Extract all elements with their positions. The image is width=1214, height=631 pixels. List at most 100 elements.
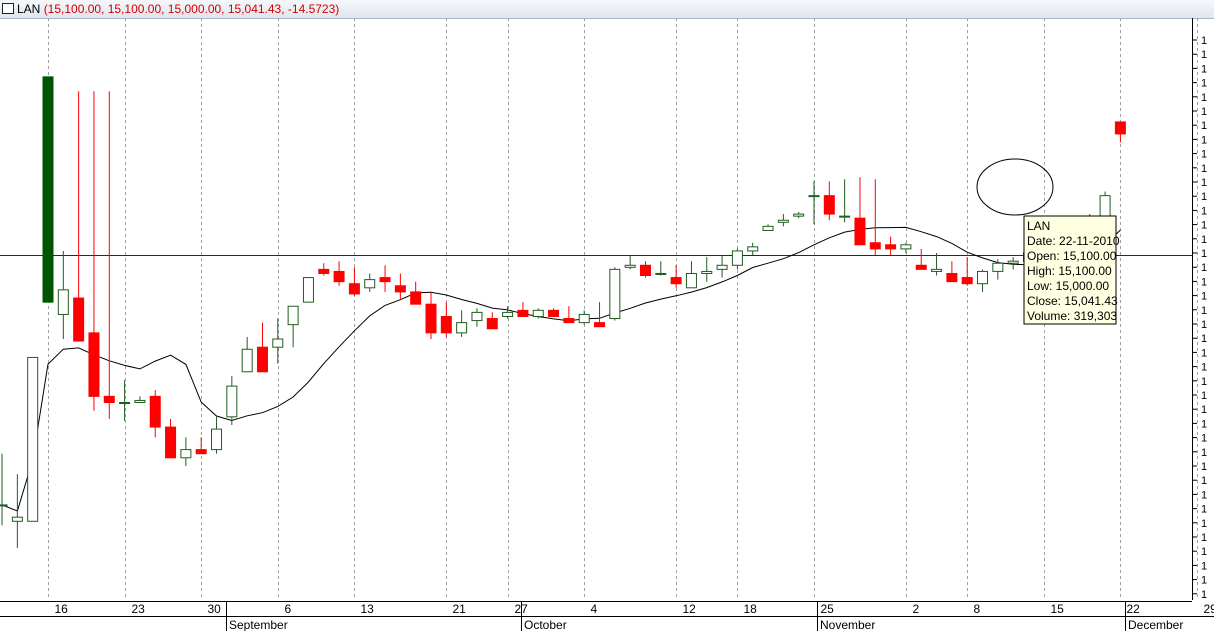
- candle-body: [762, 225, 774, 231]
- candle-body: [456, 322, 468, 334]
- y-tick-label: 1: [1201, 475, 1207, 487]
- candle: [915, 248, 927, 270]
- candle: [165, 418, 177, 459]
- candle-body: [701, 270, 713, 274]
- y-tick-label: 1: [1201, 248, 1207, 260]
- candle: [1007, 257, 1019, 270]
- month-label: October: [524, 618, 567, 631]
- x-tick-label: 6: [285, 602, 292, 616]
- y-tick-label: 1: [1201, 35, 1207, 47]
- candle-body: [961, 277, 973, 285]
- candle: [88, 91, 100, 411]
- candle: [992, 259, 1004, 280]
- x-tick-label: 18: [744, 602, 758, 616]
- candle-body: [440, 315, 452, 334]
- x-tick-label: 4: [591, 602, 598, 616]
- candle: [977, 269, 989, 292]
- candle: [103, 91, 115, 419]
- candle-body: [88, 332, 100, 397]
- candle-body: [900, 244, 912, 250]
- candle-body: [548, 309, 560, 317]
- candle-body: [777, 219, 789, 223]
- candle: [1114, 121, 1126, 143]
- x-tick-label: 8: [974, 602, 981, 616]
- candle-body: [134, 399, 146, 403]
- x-axis-month-labels: September October November December: [229, 618, 1183, 631]
- candle-body: [655, 272, 667, 275]
- candle: [364, 273, 376, 292]
- candle-body: [854, 217, 866, 246]
- x-tick-label: 29: [1204, 602, 1214, 616]
- candle-body: [915, 264, 927, 270]
- y-tick-label: 1: [1201, 418, 1207, 430]
- candle: [747, 242, 759, 256]
- candle: [272, 318, 284, 364]
- y-tick-label: 1: [1201, 120, 1207, 132]
- candle: [517, 302, 529, 317]
- candle: [134, 396, 146, 403]
- candle: [256, 322, 268, 373]
- x-tick-label: 13: [361, 602, 375, 616]
- candle-body: [563, 318, 575, 324]
- candle-body: [977, 270, 989, 285]
- y-tick-label: 1: [1201, 134, 1207, 146]
- candle-body: [578, 313, 590, 324]
- candles: [0, 76, 1126, 548]
- candle-body: [532, 309, 544, 317]
- candle: [639, 261, 651, 278]
- y-tick-label: 1: [1201, 49, 1207, 61]
- y-tick-label: 1: [1201, 319, 1207, 331]
- y-tick-label: 1: [1201, 376, 1207, 388]
- candle: [931, 252, 943, 276]
- candle: [57, 250, 69, 340]
- candle: [410, 281, 422, 305]
- candle: [548, 308, 560, 317]
- highlight-ellipse: [976, 158, 1054, 216]
- candle-body: [594, 322, 606, 328]
- x-tick-label: 23: [132, 602, 146, 616]
- candle: [211, 416, 223, 454]
- candle-body: [716, 264, 728, 270]
- candle: [854, 177, 866, 246]
- candle: [900, 242, 912, 253]
- y-tick-label: 1: [1201, 447, 1207, 459]
- y-tick-label: 1: [1201, 92, 1207, 104]
- window-box-icon[interactable]: [2, 3, 14, 14]
- y-tick-label: 1: [1201, 106, 1207, 118]
- candle-body: [931, 268, 943, 272]
- candle: [578, 310, 590, 325]
- y-tick-label: 1: [1201, 390, 1207, 402]
- candle: [0, 453, 8, 526]
- candle-body: [57, 289, 69, 315]
- y-tick-label: 1: [1201, 532, 1207, 544]
- candle-body: [165, 426, 177, 459]
- y-tick-label: 1: [1201, 220, 1207, 232]
- candle-body: [471, 311, 483, 322]
- y-tick-label: 1: [1201, 333, 1207, 345]
- candle-body: [119, 401, 131, 404]
- candle: [486, 312, 498, 330]
- candle: [624, 255, 636, 270]
- candle: [701, 257, 713, 282]
- x-axis-day-labels: 16233061321274121825281522296: [55, 602, 1214, 616]
- candle: [594, 302, 606, 328]
- tooltip-high: High: 15,100.00: [1027, 264, 1112, 278]
- candle: [869, 179, 881, 256]
- candle: [318, 263, 330, 276]
- candle-body: [425, 303, 437, 334]
- y-tick-label: 1: [1201, 276, 1207, 288]
- candle: [532, 308, 544, 319]
- x-tick-label: 16: [55, 602, 69, 616]
- candle-body: [502, 311, 514, 317]
- tooltip-open: Open: 15,100.00: [1027, 249, 1117, 263]
- month-label: September: [229, 618, 288, 631]
- y-tick-label: 1: [1201, 291, 1207, 303]
- candle-body: [27, 356, 39, 522]
- candle-body: [0, 504, 8, 507]
- y-tick-label: 1: [1201, 262, 1207, 274]
- x-tick-label: 15: [1051, 602, 1065, 616]
- candle-body: [195, 449, 207, 455]
- tooltip-date: Date: 22-11-2010: [1027, 234, 1120, 248]
